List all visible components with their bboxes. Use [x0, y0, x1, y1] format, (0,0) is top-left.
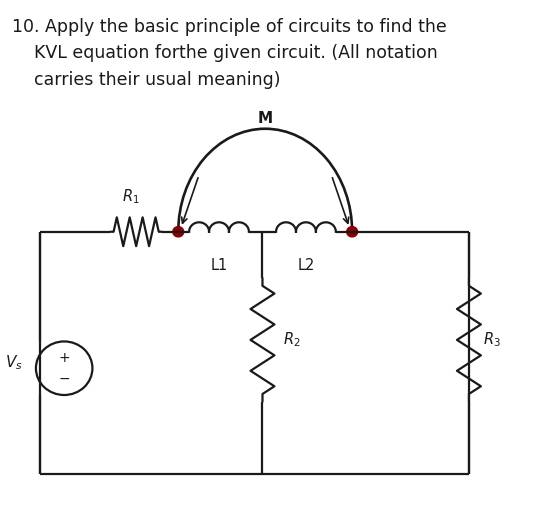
Circle shape	[347, 227, 358, 237]
Text: $R_3$: $R_3$	[482, 331, 500, 349]
Text: L1: L1	[210, 258, 228, 272]
Text: $R_1$: $R_1$	[122, 187, 140, 206]
Text: −: −	[58, 371, 70, 385]
Text: $V_s$: $V_s$	[4, 354, 22, 372]
Text: 10. Apply the basic principle of circuits to find the
    KVL equation forthe gi: 10. Apply the basic principle of circuit…	[12, 18, 447, 89]
Text: M: M	[258, 111, 272, 126]
Text: $R_2$: $R_2$	[283, 331, 301, 349]
Text: L2: L2	[297, 258, 314, 272]
Circle shape	[173, 227, 184, 237]
Text: +: +	[58, 351, 70, 365]
